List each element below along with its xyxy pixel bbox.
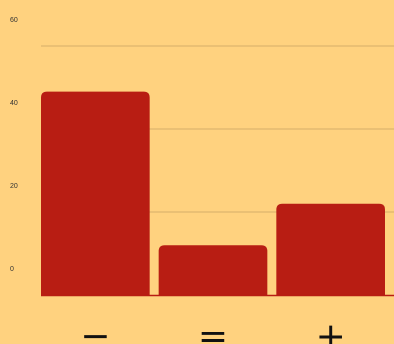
bars [41, 91, 385, 296]
y-axis-ticks: 0 20 40 60 [10, 17, 18, 273]
bar-0 [41, 91, 150, 296]
y-tick-label-60: 60 [10, 17, 18, 24]
y-tick-label-40: 40 [10, 100, 18, 107]
y-tick-label-20: 20 [10, 183, 18, 190]
x-axis-categories: − = + [80, 316, 346, 344]
category-label-2: + [316, 316, 346, 344]
bar-1 [158, 245, 268, 295]
y-tick-label-0: 0 [10, 266, 14, 273]
bar-2 [276, 203, 385, 295]
category-label-0: − [80, 316, 110, 344]
category-label-1: = [198, 316, 228, 344]
